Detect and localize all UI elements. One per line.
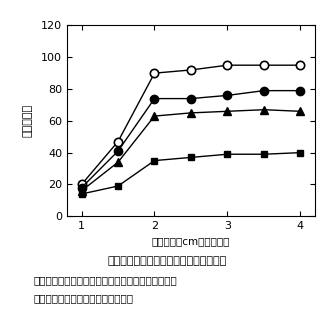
- Text: 注）各曲線は、光沢度の違うビニルテープ等を球: 注）各曲線は、光沢度の違うビニルテープ等を球: [34, 275, 177, 285]
- Text: 図２　球の大きさと球面の光沢度の関係: 図２ 球の大きさと球面の光沢度の関係: [108, 256, 227, 266]
- Text: に張り付けて光沢を測定したもの。: に張り付けて光沢を測定したもの。: [34, 293, 134, 303]
- Y-axis label: 光　沢　度: 光 沢 度: [23, 104, 33, 137]
- X-axis label: 球の半径（cm）の平方根: 球の半径（cm）の平方根: [152, 237, 230, 247]
